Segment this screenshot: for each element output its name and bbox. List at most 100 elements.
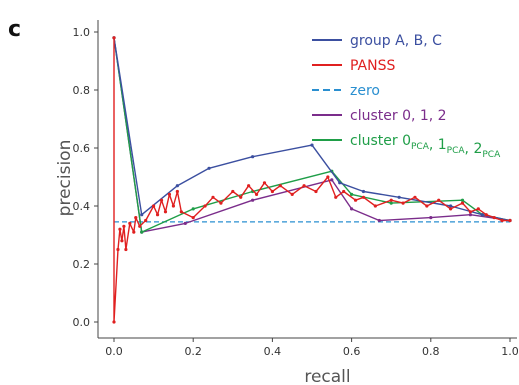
x-tick-label: 1.0 xyxy=(501,345,519,358)
y-tick-label: 0.6 xyxy=(73,142,91,155)
data-point-panss xyxy=(262,181,267,185)
data-point-cluster-0-1-2 xyxy=(468,213,472,217)
data-point-group-a-b-c xyxy=(397,195,401,199)
data-point-panss xyxy=(247,184,251,188)
data-point-panss xyxy=(449,207,453,211)
data-point-group-a-b-c xyxy=(175,184,179,188)
data-point-panss xyxy=(175,189,179,194)
data-point-panss xyxy=(152,204,156,208)
x-tick-label: 0.0 xyxy=(105,345,123,358)
data-point-panss xyxy=(132,230,136,234)
data-point-group-a-b-c xyxy=(251,155,255,159)
data-point-panss xyxy=(112,36,116,40)
data-point-cluster-0-1-2 xyxy=(251,198,255,202)
y-tick-label: 1.0 xyxy=(73,26,91,39)
data-point-panss xyxy=(116,247,120,252)
axes: 0.0 0.2 0.4 0.6 0.8 1.0 0.0 0.2 0.4 0.6 0.8 1.0 xyxy=(73,20,519,358)
data-point-panss xyxy=(254,192,259,196)
data-point-panss xyxy=(492,216,496,220)
data-point-panss xyxy=(144,218,148,223)
data-point-panss xyxy=(425,204,429,208)
data-point-cluster-0-1-2 xyxy=(350,207,354,211)
data-point-panss xyxy=(138,224,142,228)
data-point-panss xyxy=(290,192,294,196)
series-line-panss xyxy=(113,37,510,323)
legend-label: PANSS xyxy=(350,58,395,74)
series-line-cluster-0 xyxy=(113,37,511,233)
data-point-panss xyxy=(134,216,138,220)
legend-label: cluster 0, 1, 2 xyxy=(350,108,447,124)
data-point-panss xyxy=(326,175,330,179)
data-point-panss xyxy=(155,213,160,217)
data-point-cluster-0 xyxy=(350,192,354,196)
data-point-panss xyxy=(167,192,172,196)
data-point-panss xyxy=(191,216,195,220)
data-point-cluster-0-1-2 xyxy=(377,218,381,223)
data-point-panss xyxy=(118,227,122,231)
y-tick-label: 0.0 xyxy=(73,316,91,329)
data-point-panss xyxy=(508,218,512,223)
x-tick-label: 0.4 xyxy=(264,345,282,358)
data-point-panss xyxy=(163,210,168,214)
data-point-panss xyxy=(342,189,346,194)
data-point-panss xyxy=(159,198,164,202)
data-point-panss xyxy=(361,195,366,199)
x-axis-title: recall xyxy=(304,367,350,385)
data-point-panss xyxy=(314,189,318,194)
series-line-group-a-b-c xyxy=(113,37,511,222)
data-point-panss xyxy=(203,204,207,208)
data-point-group-a-b-c xyxy=(338,181,342,185)
data-point-group-a-b-c xyxy=(140,213,144,217)
data-point-panss xyxy=(278,184,282,188)
legend-label: cluster 0PCA, 1PCA, 2PCA xyxy=(350,133,501,160)
data-point-cluster-0 xyxy=(389,201,393,205)
data-point-panss xyxy=(334,195,338,199)
data-point-panss xyxy=(353,198,358,202)
data-point-panss xyxy=(171,204,175,208)
data-point-cluster-0 xyxy=(140,230,144,234)
data-point-group-a-b-c xyxy=(310,143,314,147)
data-point-panss xyxy=(112,320,116,324)
data-point-panss xyxy=(219,201,223,205)
data-point-panss xyxy=(373,204,377,208)
legend: group A, B, C PANSS zero cluster 0, 1, 2 clu… xyxy=(312,33,501,160)
x-tick-label: 0.2 xyxy=(184,345,202,358)
data-point-cluster-0 xyxy=(460,198,465,202)
data-point-panss xyxy=(389,198,393,202)
data-point-panss xyxy=(122,224,126,228)
data-point-panss xyxy=(302,184,306,188)
data-point-cluster-0-1-2 xyxy=(183,221,187,225)
data-point-cluster-0-1-2 xyxy=(330,178,334,182)
y-tick-label: 0.4 xyxy=(73,200,91,213)
data-point-panss xyxy=(500,218,504,223)
data-point-group-a-b-c xyxy=(480,213,484,217)
legend-label: zero xyxy=(350,83,380,99)
data-point-panss xyxy=(460,201,465,205)
y-tick-label: 0.2 xyxy=(73,258,91,271)
data-point-panss xyxy=(124,247,128,252)
data-point-group-a-b-c xyxy=(361,189,366,194)
panel-label: c xyxy=(8,17,21,42)
series-line-cluster-0-1-2 xyxy=(113,37,511,233)
data-point-panss xyxy=(437,198,441,202)
data-point-panss xyxy=(468,210,472,214)
data-point-panss xyxy=(476,207,480,211)
legend-label: group A, B, C xyxy=(350,33,442,49)
data-point-panss xyxy=(401,201,405,205)
x-tick-label: 0.6 xyxy=(343,345,361,358)
data-point-panss xyxy=(270,189,274,194)
data-point-group-a-b-c xyxy=(207,166,211,170)
data-point-panss xyxy=(211,195,215,199)
x-tick-label: 0.8 xyxy=(422,345,440,358)
y-tick-label: 0.8 xyxy=(73,84,91,97)
data-point-panss xyxy=(231,189,235,194)
y-axis-title: precision xyxy=(55,140,75,217)
data-point-panss xyxy=(484,213,488,217)
data-point-panss xyxy=(239,195,243,199)
data-point-panss xyxy=(413,195,417,199)
data-point-cluster-0 xyxy=(191,207,195,211)
data-point-cluster-0-1-2 xyxy=(429,216,433,220)
series-layer xyxy=(112,36,512,324)
data-point-group-a-b-c xyxy=(449,204,453,208)
